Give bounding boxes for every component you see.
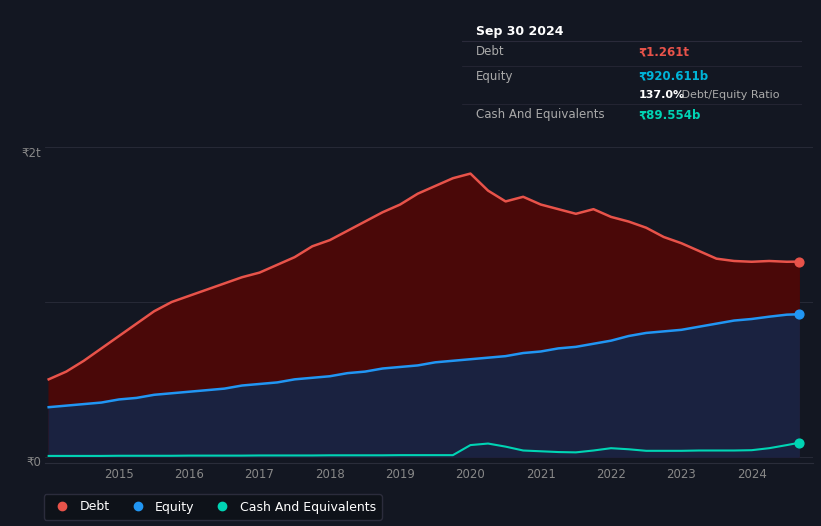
Text: ₹2t: ₹2t	[21, 147, 41, 160]
Text: Debt/Equity Ratio: Debt/Equity Ratio	[678, 90, 779, 100]
Text: ₹920.611b: ₹920.611b	[639, 70, 709, 83]
Point	[792, 257, 805, 266]
Text: ₹1.261t: ₹1.261t	[639, 45, 690, 58]
Text: 137.0%: 137.0%	[639, 90, 685, 100]
Text: ₹0: ₹0	[26, 457, 41, 469]
Legend: Debt, Equity, Cash And Equivalents: Debt, Equity, Cash And Equivalents	[44, 494, 382, 520]
Point	[792, 310, 805, 318]
Text: Equity: Equity	[475, 70, 513, 83]
Text: Cash And Equivalents: Cash And Equivalents	[475, 108, 604, 121]
Point	[792, 439, 805, 447]
Text: Sep 30 2024: Sep 30 2024	[475, 25, 563, 38]
Text: Debt: Debt	[475, 45, 504, 58]
Text: ₹89.554b: ₹89.554b	[639, 108, 701, 121]
